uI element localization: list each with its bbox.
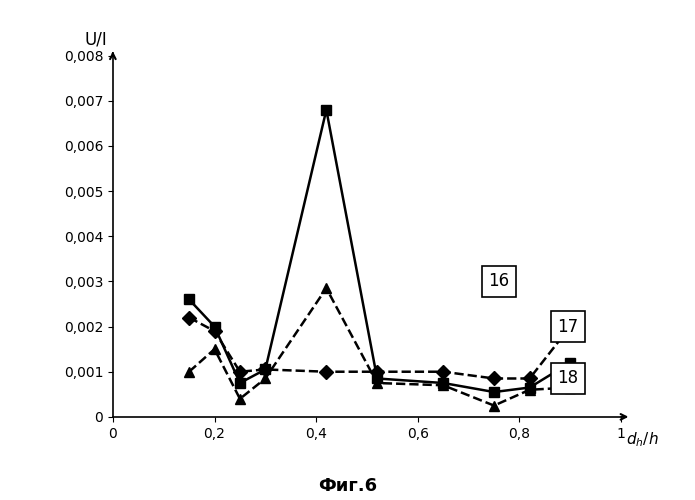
Text: U/I: U/I	[85, 30, 108, 48]
Text: 18: 18	[557, 370, 578, 388]
Text: Фиг.6: Фиг.6	[318, 477, 377, 495]
Text: $d_h/h$: $d_h/h$	[626, 430, 659, 449]
Text: 17: 17	[557, 318, 578, 336]
Text: 16: 16	[489, 272, 509, 290]
